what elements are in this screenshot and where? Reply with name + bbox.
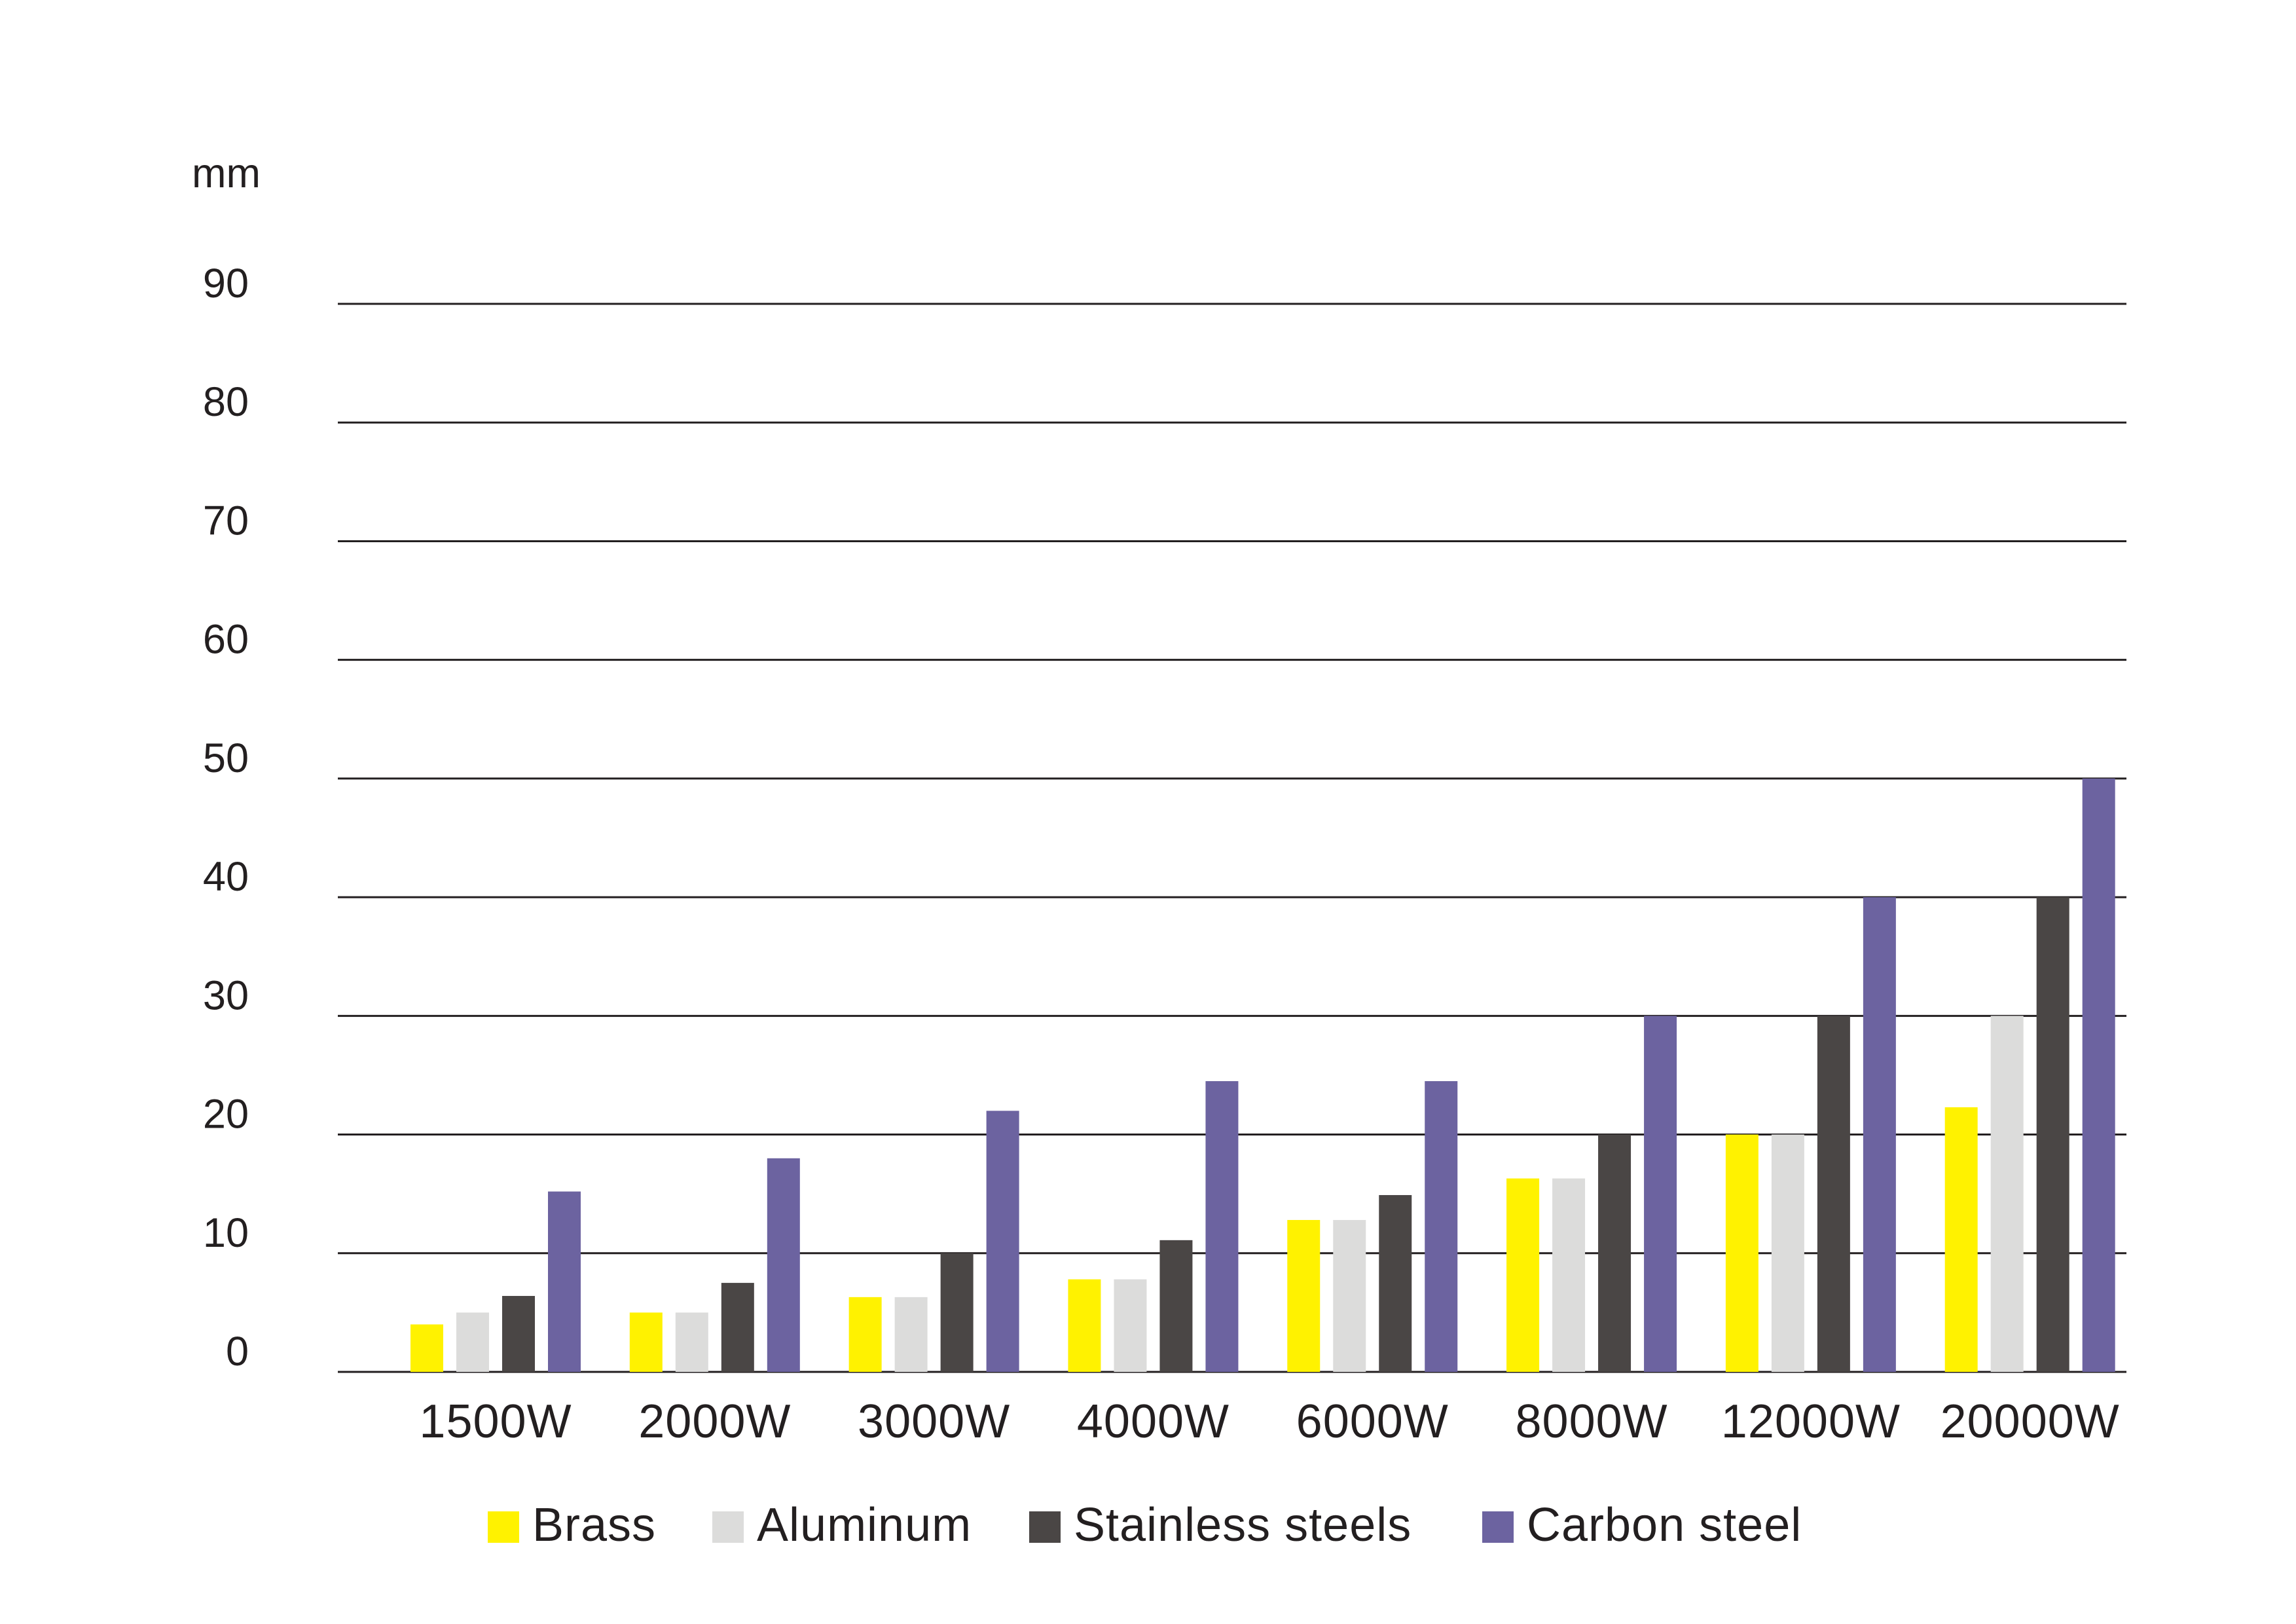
x-tick-label-20000w: 20000W xyxy=(1941,1395,2120,1448)
y-tick-label-0: 0 xyxy=(226,1329,249,1375)
bar-brass-20000w xyxy=(1944,1107,1978,1372)
y-tick-label-60: 60 xyxy=(203,617,249,663)
legend-label-brass: Brass xyxy=(532,1499,656,1551)
x-tick-label-6000w: 6000W xyxy=(1296,1395,1449,1448)
bar-aluminum-4000w xyxy=(1114,1279,1147,1372)
bar-brass-1500w xyxy=(410,1324,443,1372)
legend-swatch-aluminum xyxy=(712,1511,744,1543)
bar-carbon-steel-8000w xyxy=(1644,1016,1677,1372)
bar-carbon-steel-3000w xyxy=(986,1111,1019,1372)
bar-stainless-steels-4000w xyxy=(1159,1240,1193,1372)
x-tick-label-4000w: 4000W xyxy=(1077,1395,1230,1448)
bar-aluminum-1500w xyxy=(456,1312,489,1372)
y-axis-ticks: 0 10 20 30 40 50 60 70 80 90 xyxy=(203,261,249,1375)
x-tick-label-8000w: 8000W xyxy=(1515,1395,1667,1448)
bar-aluminum-2000w xyxy=(675,1312,708,1372)
bar-carbon-steel-1500w xyxy=(548,1191,581,1372)
bar-stainless-steels-20000w xyxy=(2036,897,2069,1372)
legend-label-aluminum: Aluminum xyxy=(757,1499,972,1551)
bar-brass-2000w xyxy=(629,1312,663,1372)
bar-brass-3000w xyxy=(848,1297,882,1372)
x-axis-category-labels: 1500W 2000W 3000W 4000W 6000W 8000W 12000W 2000… xyxy=(419,1395,2119,1448)
x-tick-label-12000w: 12000W xyxy=(1721,1395,1901,1448)
bar-stainless-steels-12000w xyxy=(1817,1016,1850,1372)
bar-stainless-steels-8000w xyxy=(1598,1134,1631,1372)
legend-label-carbon-steel: Carbon steel xyxy=(1527,1499,1802,1551)
bar-carbon-steel-2000w xyxy=(767,1158,800,1372)
bar-aluminum-20000w xyxy=(1990,1016,2024,1372)
y-tick-label-50: 50 xyxy=(203,735,249,781)
bar-carbon-steel-4000w xyxy=(1205,1081,1239,1372)
y-tick-label-70: 70 xyxy=(203,498,249,544)
x-tick-label-2000w: 2000W xyxy=(638,1395,791,1448)
legend-swatch-carbon-steel xyxy=(1482,1511,1514,1543)
y-tick-label-80: 80 xyxy=(203,379,249,425)
legend-label-stainless-steels: Stainless steels xyxy=(1074,1499,1412,1551)
bar-brass-4000w xyxy=(1068,1279,1101,1372)
legend-swatch-stainless-steels xyxy=(1029,1511,1061,1543)
bar-aluminum-12000w xyxy=(1771,1134,1804,1372)
y-tick-label-10: 10 xyxy=(203,1210,249,1256)
bar-brass-6000w xyxy=(1287,1220,1321,1372)
bar-brass-8000w xyxy=(1506,1178,1540,1372)
bar-stainless-steels-6000w xyxy=(1379,1194,1412,1372)
bar-carbon-steel-20000w xyxy=(2082,778,2115,1372)
bar-carbon-steel-12000w xyxy=(1863,897,1896,1372)
bar-aluminum-3000w xyxy=(894,1297,928,1372)
y-tick-label-90: 90 xyxy=(203,261,249,306)
y-tick-label-20: 20 xyxy=(203,1092,249,1137)
bar-stainless-steels-3000w xyxy=(940,1253,974,1372)
gridlines xyxy=(338,303,2126,1373)
bar-stainless-steels-1500w xyxy=(502,1296,535,1372)
legend-swatch-brass xyxy=(488,1511,519,1543)
bar-stainless-steels-2000w xyxy=(721,1283,754,1372)
legend: Brass Aluminum Stainless steels Carbon stee… xyxy=(488,1499,1802,1551)
y-axis-unit-label: mm xyxy=(192,151,261,196)
bar-aluminum-6000w xyxy=(1333,1220,1366,1372)
y-tick-label-40: 40 xyxy=(203,854,249,900)
x-tick-label-1500w: 1500W xyxy=(419,1395,572,1448)
x-tick-label-3000w: 3000W xyxy=(858,1395,1010,1448)
bar-brass-12000w xyxy=(1725,1134,1758,1372)
bar-aluminum-8000w xyxy=(1552,1178,1586,1372)
y-tick-label-30: 30 xyxy=(203,972,249,1018)
bars xyxy=(410,778,2115,1372)
bar-carbon-steel-6000w xyxy=(1425,1081,1458,1372)
